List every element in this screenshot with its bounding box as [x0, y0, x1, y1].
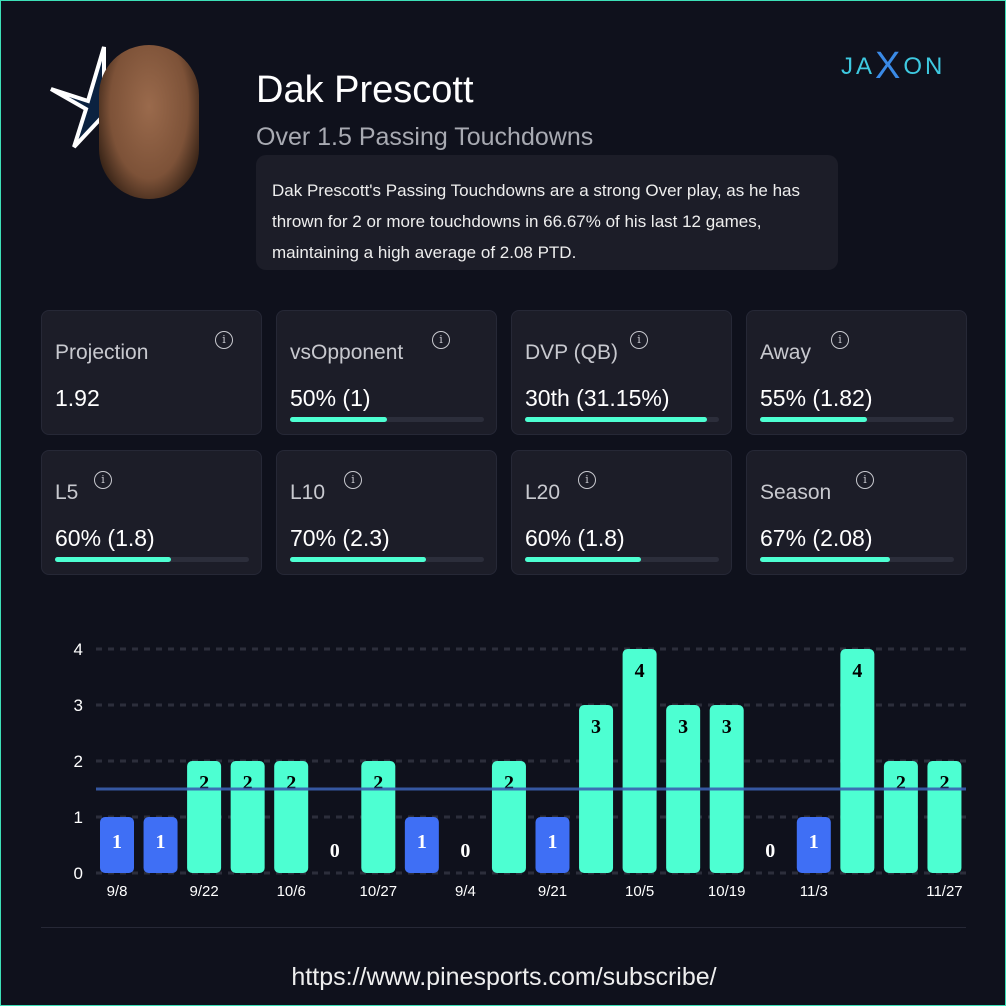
bar-value-label: 1: [417, 831, 427, 853]
bar-value-label: 2: [286, 772, 296, 794]
x-tick-label: 10/6: [277, 883, 306, 900]
x-tick-label: 9/8: [107, 883, 128, 900]
player-photo: [99, 45, 199, 199]
x-tick-label: 11/3: [800, 883, 828, 900]
y-tick-label: 1: [74, 808, 83, 827]
bar-value-label: 2: [504, 772, 514, 794]
bar-value-label: 0: [460, 840, 470, 862]
stat-value: 70% (2.3): [290, 525, 390, 551]
progress-track: [760, 417, 954, 422]
prop-description: Dak Prescott's Passing Touchdowns are a …: [256, 155, 838, 270]
info-icon[interactable]: i: [344, 471, 362, 489]
info-icon[interactable]: i: [94, 471, 112, 489]
bar-value-label: 2: [373, 772, 383, 794]
bar: [840, 649, 875, 873]
bar-value-label: 1: [548, 831, 558, 853]
stat-value: 55% (1.82): [760, 385, 873, 411]
player-name: Dak Prescott: [256, 69, 474, 111]
progress-track: [760, 557, 954, 562]
bar-value-label: 0: [330, 840, 340, 862]
stat-value: 60% (1.8): [55, 525, 155, 551]
progress-track: [290, 557, 484, 562]
y-tick-label: 0: [74, 864, 83, 883]
progress-track: [525, 557, 719, 562]
stat-card-l5: L5 i 60% (1.8): [41, 450, 262, 575]
stat-card-away: Away i 55% (1.82): [746, 310, 967, 435]
stat-card-projection: Projection i 1.92: [41, 310, 262, 435]
x-tick-label: 10/19: [708, 883, 746, 900]
x-tick-label: 9/21: [538, 883, 567, 900]
stat-label: Season: [760, 481, 832, 504]
info-icon[interactable]: i: [215, 331, 233, 349]
stat-value: 60% (1.8): [525, 525, 625, 551]
progress-fill: [290, 417, 387, 422]
subscribe-url[interactable]: https://www.pinesports.com/subscribe/: [291, 963, 717, 991]
progress-track: [525, 417, 719, 422]
progress-fill: [525, 557, 642, 562]
x-tick-label: 11/27: [926, 883, 962, 900]
bar: [622, 649, 657, 873]
bar: [404, 817, 439, 873]
info-icon[interactable]: i: [831, 331, 849, 349]
bar-value-label: 1: [809, 831, 819, 853]
x-tick-label: 10/27: [360, 883, 398, 900]
progress-track: [290, 417, 484, 422]
stat-value: 67% (2.08): [760, 525, 873, 551]
bar-value-label: 2: [243, 772, 253, 794]
y-tick-label: 4: [74, 640, 83, 659]
stat-label: Away: [760, 341, 811, 364]
stat-label: L20: [525, 481, 561, 504]
bar: [535, 817, 570, 873]
bar-value-label: 1: [112, 831, 122, 853]
bar-value-label: 2: [199, 772, 209, 794]
x-tick-label: 9/22: [189, 883, 218, 900]
stat-card-dvp-qb-: DVP (QB) i 30th (31.15%): [511, 310, 732, 435]
bar-value-label: 4: [635, 660, 645, 682]
y-tick-label: 3: [74, 696, 83, 715]
progress-fill: [55, 557, 172, 562]
x-tick-label: 10/5: [625, 883, 654, 900]
bar: [143, 817, 178, 873]
info-icon[interactable]: i: [856, 471, 874, 489]
bar-value-label: 3: [722, 716, 732, 738]
y-tick-label: 2: [74, 752, 83, 771]
info-icon[interactable]: i: [578, 471, 596, 489]
stat-label: DVP (QB): [525, 341, 618, 364]
progress-fill: [525, 417, 708, 422]
info-icon[interactable]: i: [630, 331, 648, 349]
stat-card-vsopponent: vsOpponent i 50% (1): [276, 310, 497, 435]
stat-label: L10: [290, 481, 326, 504]
stat-card-l20: L20 i 60% (1.8): [511, 450, 732, 575]
bar: [796, 817, 831, 873]
stat-label: L5: [55, 481, 79, 504]
bar-value-label: 0: [765, 840, 775, 862]
stat-value: 1.92: [55, 385, 100, 411]
stat-label: Projection: [55, 341, 149, 364]
touchdowns-bar-chart: 0 1 2 3 4 1 9/8 1 2 9/22 2 2 10/6 0 2 10/27 1 0 9/4 2 1 9/21 3…: [74, 640, 966, 900]
stat-value: 50% (1): [290, 385, 371, 411]
bar-value-label: 2: [939, 772, 949, 794]
bar-value-label: 2: [896, 772, 906, 794]
progress-fill: [760, 417, 867, 422]
divider: [41, 927, 966, 928]
stat-card-l10: L10 i 70% (2.3): [276, 450, 497, 575]
stat-value: 30th (31.15%): [525, 385, 670, 411]
progress-fill: [290, 557, 426, 562]
bar-value-label: 3: [591, 716, 601, 738]
x-tick-label: 9/4: [455, 883, 476, 900]
prop-title: Over 1.5 Passing Touchdowns: [256, 123, 594, 151]
bar-value-label: 1: [156, 831, 166, 853]
progress-fill: [760, 557, 890, 562]
stat-label: vsOpponent: [290, 341, 404, 364]
bar-value-label: 4: [852, 660, 862, 682]
stat-card-season: Season i 67% (2.08): [746, 450, 967, 575]
bar: [100, 817, 134, 873]
info-icon[interactable]: i: [432, 331, 450, 349]
progress-track: [55, 557, 249, 562]
jaxon-logo: JAXON: [841, 45, 946, 87]
bar-value-label: 3: [678, 716, 688, 738]
